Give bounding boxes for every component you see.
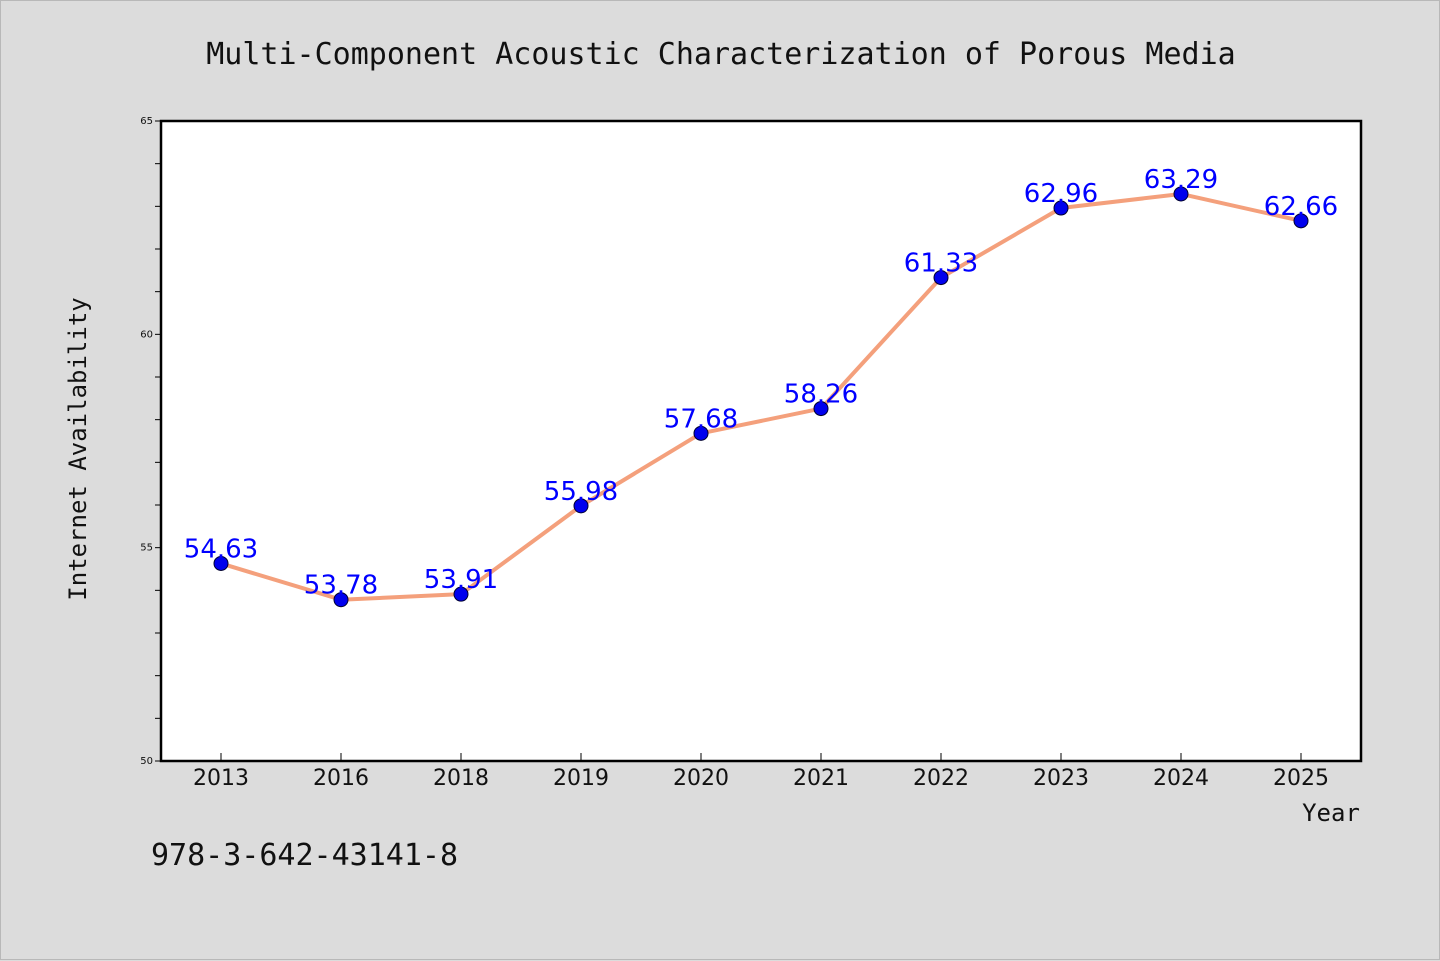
data-label: 61.33 [904,249,978,279]
chart-title: Multi-Component Acoustic Characterizatio… [206,37,1236,72]
data-label: 55.98 [544,477,618,507]
data-point [213,555,229,571]
data-point [813,401,829,417]
footnote-isbn: 978-3-642-43141-8 [151,838,458,873]
y-tick-label: 65 [140,116,153,127]
data-label: 53.91 [424,565,498,595]
data-point [333,592,349,608]
y-tick-label: 55 [140,543,153,554]
x-tick-label: 2020 [673,766,729,791]
series-markers [213,186,1309,608]
x-tick-label: 2018 [433,766,489,791]
data-label: 58.26 [784,380,858,410]
data-label: 62.66 [1264,192,1338,222]
y-axis-label: Internet Availability [64,297,92,600]
data-point [693,425,709,441]
plot-area [159,119,1363,763]
data-label: 54.63 [184,534,258,564]
x-tick-label: 2013 [193,766,249,791]
data-label: 62.96 [1024,179,1098,209]
y-axis: 50 55 60 65 [140,116,161,767]
x-tick-label: 2025 [1273,766,1329,791]
data-labels: 54.63 53.78 53.91 55.98 57.68 58.26 61.33 62.96… [184,165,1338,601]
x-tick-label: 2021 [793,766,849,791]
data-label: 63.29 [1144,165,1218,195]
x-tick-label: 2023 [1033,766,1089,791]
x-tick-label: 2022 [913,766,969,791]
data-point [1053,200,1069,216]
x-axis-label: Year [1302,799,1360,827]
x-axis: 2013 2016 2018 2019 2020 2021 2022 2023 2024 2025 [193,753,1329,791]
x-tick-label: 2016 [313,766,369,791]
data-point [1293,213,1309,229]
data-point [1173,186,1189,202]
data-point [453,586,469,602]
y-tick-label: 50 [140,756,153,767]
x-tick-label: 2024 [1153,766,1209,791]
x-tick-label: 2019 [553,766,609,791]
series-line [220,191,1302,602]
data-label: 57.68 [664,404,738,434]
series-polyline [220,191,1302,602]
y-tick-label: 60 [140,329,153,340]
data-label: 53.78 [304,571,378,601]
data-point [573,498,589,514]
data-point [933,270,949,286]
